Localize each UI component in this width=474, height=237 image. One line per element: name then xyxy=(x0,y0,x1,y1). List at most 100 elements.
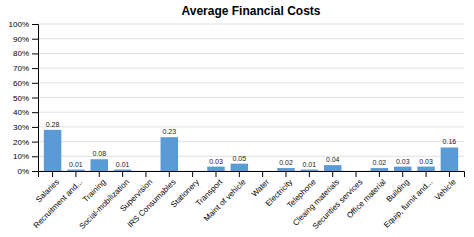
y-tick-mark xyxy=(32,39,38,40)
bar xyxy=(371,168,389,171)
bar xyxy=(231,164,249,171)
bar xyxy=(277,168,295,171)
y-tick-label: 30% xyxy=(13,123,29,132)
x-tick: Water xyxy=(250,171,271,199)
x-tick-mark xyxy=(379,171,380,177)
y-tick-mark xyxy=(32,156,38,157)
bar xyxy=(67,170,85,171)
x-tick-mark xyxy=(286,171,287,177)
bar xyxy=(114,170,132,171)
y-tick-mark xyxy=(32,98,38,99)
grid-line xyxy=(38,141,464,142)
x-tick-label: Recruitment and... xyxy=(32,178,85,231)
x-tick-mark xyxy=(449,171,450,177)
data-label: 0.01 xyxy=(303,161,317,168)
grid-line xyxy=(38,53,464,54)
x-tick-mark xyxy=(426,171,427,177)
data-label: 0.03 xyxy=(209,158,223,165)
y-tick-mark xyxy=(32,127,38,128)
y-tick-label: 100% xyxy=(9,20,29,29)
data-label: 0.01 xyxy=(116,161,130,168)
y-tick: 20% xyxy=(13,138,38,147)
y-tick-mark xyxy=(32,142,38,143)
x-tick-mark xyxy=(402,171,403,177)
x-tick-label: Water xyxy=(250,177,271,198)
title: Average Financial Costs xyxy=(182,4,321,18)
x-axis-line xyxy=(39,172,465,178)
y-tick-label: 10% xyxy=(13,152,29,161)
data-label: 0.08 xyxy=(92,150,106,157)
grid-line xyxy=(38,112,464,113)
y-tick-mark xyxy=(32,171,38,172)
x-tick-mark xyxy=(309,171,310,177)
y-tick: 70% xyxy=(13,64,38,73)
bar xyxy=(301,170,319,171)
x-tick-mark xyxy=(356,171,357,177)
x-tick: Equip, furnit and... xyxy=(382,171,434,230)
x-tick-mark xyxy=(215,171,216,177)
y-axis-line xyxy=(32,25,39,172)
x-tick-mark xyxy=(145,171,146,177)
data-label: 0.05 xyxy=(233,155,247,162)
bar xyxy=(441,147,459,171)
y-tick-mark xyxy=(32,53,38,54)
grid xyxy=(38,24,464,171)
y-tick-label: 90% xyxy=(13,35,29,44)
grid-line xyxy=(38,97,464,98)
x-tick-mark xyxy=(99,171,100,177)
y-tick-mark xyxy=(32,83,38,84)
data-label: 0.03 xyxy=(419,158,433,165)
bar xyxy=(347,171,365,172)
y-tick-label: 50% xyxy=(13,94,29,103)
grid-line xyxy=(38,126,464,127)
y-tick: 30% xyxy=(13,123,38,132)
y-tick: 0% xyxy=(17,167,38,176)
bar xyxy=(394,167,412,171)
grid-line xyxy=(38,24,464,25)
x-axis: SalariesRecruitment and...TrainingSocial… xyxy=(32,171,465,231)
grid-line xyxy=(38,38,464,39)
data-label: 0.16 xyxy=(443,138,457,145)
y-tick-label: 60% xyxy=(13,79,29,88)
data-label: 0.02 xyxy=(279,159,293,166)
x-tick: Office material xyxy=(345,171,388,220)
x-tick: Social-mobilization xyxy=(77,171,131,231)
y-tick: 50% xyxy=(13,94,38,103)
x-tick: Recruitment and... xyxy=(32,171,85,230)
y-tick-label: 70% xyxy=(13,64,29,73)
bar xyxy=(137,171,155,172)
x-tick: Maint of vehicle xyxy=(202,171,248,223)
y-tick-label: 80% xyxy=(13,49,29,58)
bar xyxy=(324,165,342,171)
x-tick-mark xyxy=(75,171,76,177)
bars xyxy=(44,130,458,171)
x-tick-mark xyxy=(52,171,53,177)
data-label: 0.23 xyxy=(162,128,176,135)
y-tick-mark xyxy=(32,112,38,113)
y-tick: 100% xyxy=(9,20,38,29)
grid-line xyxy=(38,82,464,83)
bar xyxy=(184,171,202,172)
data-label: 0.04 xyxy=(326,156,340,163)
y-axis: 0% 10% 20% 30% 40% 50% 60% 70% 80% 90% 100% xyxy=(9,20,39,176)
x-tick-label: Office material xyxy=(345,177,388,220)
y-tick-mark xyxy=(32,24,38,25)
bar xyxy=(44,130,62,171)
bar xyxy=(417,167,435,171)
y-tick: 80% xyxy=(13,49,38,58)
x-tick-mark xyxy=(262,171,263,177)
y-tick-mark xyxy=(32,68,38,69)
y-tick: 60% xyxy=(13,79,38,88)
y-tick: 10% xyxy=(13,152,38,161)
bar xyxy=(254,171,272,172)
data-label: 0.28 xyxy=(46,121,60,128)
data-label: 0.02 xyxy=(373,159,387,166)
x-tick: IRS Consumables xyxy=(126,171,178,229)
x-tick-mark xyxy=(169,171,170,177)
data-label: 0.03 xyxy=(396,158,410,165)
x-tick-label: Maint of vehicle xyxy=(202,177,248,223)
grid-line xyxy=(38,68,464,69)
x-tick-mark xyxy=(192,171,193,177)
x-tick-mark xyxy=(239,171,240,177)
y-tick-label: 40% xyxy=(13,108,29,117)
